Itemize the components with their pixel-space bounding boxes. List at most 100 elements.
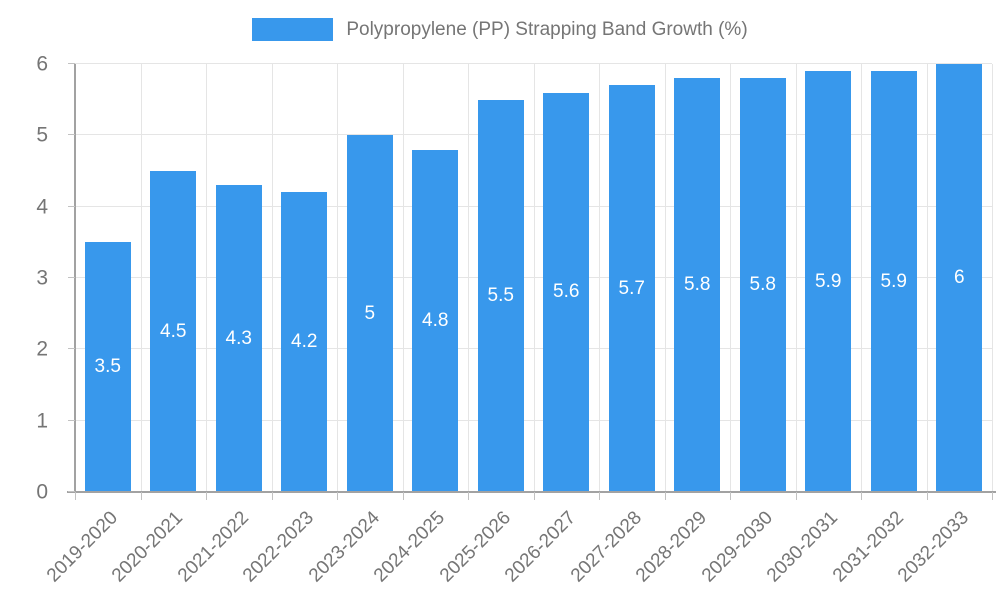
bar-value-label-2021-2022: 4.3	[225, 327, 252, 349]
x-axis-label-2022-2023: 2022-2023	[239, 507, 319, 587]
y-tick-3	[68, 277, 75, 278]
y-axis-label-3: 3	[36, 266, 48, 290]
bar-slot-2025-2026: 5.5	[468, 64, 534, 492]
x-tick-0	[75, 492, 76, 500]
y-tick-5	[68, 134, 75, 136]
bar-value-label-2028-2029: 5.8	[684, 274, 711, 296]
y-axis-label-0: 0	[36, 480, 48, 504]
bar-value-label-2023-2024: 5	[364, 302, 376, 324]
x-tick-3	[271, 492, 273, 500]
bar-slot-2026-2027: 5.6	[534, 64, 600, 492]
legend[interactable]: Polypropylene (PP) Strapping Band Growth…	[0, 18, 1000, 41]
bar-2020-2021[interactable]: 4.5	[150, 171, 197, 492]
bar-slot-2027-2028: 5.7	[599, 64, 665, 492]
x-axis-labels: 2019-2020 2020-2021 2021-2022 2022-2023 2023…	[43, 500, 992, 600]
x-tick-12	[861, 492, 862, 500]
bar-value-label-2024-2025: 4.8	[422, 309, 449, 331]
bar-2028-2029[interactable]: 5.8	[674, 78, 721, 492]
bar-2030-2031[interactable]: 5.9	[805, 71, 852, 492]
x-axis-label-2026-2027: 2026-2027	[501, 507, 581, 587]
gridline-x-8	[599, 64, 600, 492]
y-axis-label-2: 2	[36, 337, 48, 361]
bar-2023-2024[interactable]: 5	[346, 135, 393, 492]
x-tick-11	[795, 492, 797, 500]
bar-slot-2021-2022: 4.3	[206, 64, 272, 492]
y-tick-6	[68, 63, 75, 64]
x-axis-label-2020-2021: 2020-2021	[108, 507, 188, 587]
bar-2022-2023[interactable]: 4.2	[281, 192, 328, 492]
bar-slot-2024-2025: 4.8	[403, 64, 469, 492]
gridline-x-4	[337, 64, 338, 492]
bar-2025-2026[interactable]: 5.5	[477, 99, 524, 492]
y-axis-labels: 0 1 2 3 4 5 6	[0, 54, 62, 503]
gridline-x-13	[926, 64, 928, 492]
bar-slot-2020-2021: 4.5	[141, 64, 207, 492]
bars-container: 3.5 4.5 4.3 4.2 5 4.8 5.5 5.6 5.7 5.8 5.8 5.9 5.9 6	[75, 64, 992, 492]
gridline-x-10	[730, 64, 731, 492]
bar-2026-2027[interactable]: 5.6	[543, 92, 590, 492]
gridline-x-12	[861, 64, 862, 492]
y-tick-1	[68, 419, 75, 421]
gridline-x-2	[206, 64, 207, 492]
plot-area: 3.5 4.5 4.3 4.2 5 4.8 5.5 5.6 5.7 5.8 5.8 5.9 5.9 6	[67, 63, 996, 500]
x-tick-8	[599, 492, 600, 500]
x-tick-10	[730, 492, 731, 500]
y-axis-label-6: 6	[36, 52, 48, 76]
x-tick-13	[926, 492, 928, 500]
bar-value-label-2032-2033: 6	[953, 267, 965, 288]
gridline-x-6	[468, 64, 469, 492]
gridline-x-11	[795, 64, 797, 492]
y-tick-0	[68, 491, 75, 492]
x-tick-2	[206, 492, 207, 500]
bar-value-label-2026-2027: 5.6	[553, 281, 580, 303]
legend-label: Polypropylene (PP) Strapping Band Growth…	[346, 18, 748, 40]
bar-slot-2029-2030: 5.8	[730, 64, 796, 492]
gridline-x-5	[402, 64, 404, 492]
bar-slot-2030-2031: 5.9	[796, 64, 862, 492]
bar-value-label-2025-2026: 5.5	[487, 284, 514, 306]
x-axis-label-2032-2033: 2032-2033	[894, 507, 974, 587]
y-axis-line	[74, 64, 76, 492]
x-tick-1	[140, 492, 142, 500]
bar-2021-2022[interactable]: 4.3	[215, 185, 262, 492]
bar-2027-2028[interactable]: 5.7	[608, 85, 655, 492]
x-axis-label-2028-2029: 2028-2029	[632, 507, 712, 587]
bar-value-label-2019-2020: 3.5	[94, 356, 121, 378]
x-axis-label-2030-2031: 2030-2031	[763, 507, 843, 587]
gridline-x-1	[140, 64, 142, 492]
x-tick-5	[402, 492, 404, 500]
x-tick-4	[337, 492, 338, 500]
bar-slot-2031-2032: 5.9	[861, 64, 927, 492]
bar-value-label-2027-2028: 5.7	[618, 277, 645, 299]
bar-2032-2033[interactable]: 6	[936, 64, 983, 492]
bar-2031-2032[interactable]: 5.9	[870, 71, 917, 492]
bar-value-label-2020-2021: 4.5	[160, 320, 187, 342]
y-axis-label-5: 5	[36, 123, 48, 147]
bar-slot-2028-2029: 5.8	[665, 64, 731, 492]
bar-slot-2023-2024: 5	[337, 64, 403, 492]
x-axis-line	[67, 491, 996, 493]
x-tick-9	[664, 492, 666, 500]
bar-2019-2020[interactable]: 3.5	[84, 242, 131, 492]
gridline-x-3	[271, 64, 273, 492]
y-axis-label-1: 1	[36, 409, 48, 433]
gridline-x-9	[664, 64, 666, 492]
bar-slot-2032-2033: 6	[927, 64, 993, 492]
bar-value-label-2029-2030: 5.8	[749, 274, 776, 296]
x-tick-14	[992, 492, 993, 500]
x-tick-7	[533, 492, 535, 500]
y-tick-4	[68, 205, 75, 207]
bar-value-label-2022-2023: 4.2	[291, 331, 318, 353]
bar-value-label-2030-2031: 5.9	[815, 270, 842, 292]
bar-2029-2030[interactable]: 5.8	[739, 78, 786, 492]
gridline-x-7	[533, 64, 535, 492]
legend-swatch	[252, 18, 334, 41]
bar-slot-2022-2023: 4.2	[272, 64, 338, 492]
bar-2024-2025[interactable]: 4.8	[412, 149, 459, 492]
gridline-x-14	[992, 64, 993, 492]
bar-value-label-2031-2032: 5.9	[880, 270, 907, 292]
gridline-y-6	[75, 63, 992, 64]
y-tick-2	[68, 348, 75, 350]
y-axis-label-4: 4	[36, 195, 48, 219]
